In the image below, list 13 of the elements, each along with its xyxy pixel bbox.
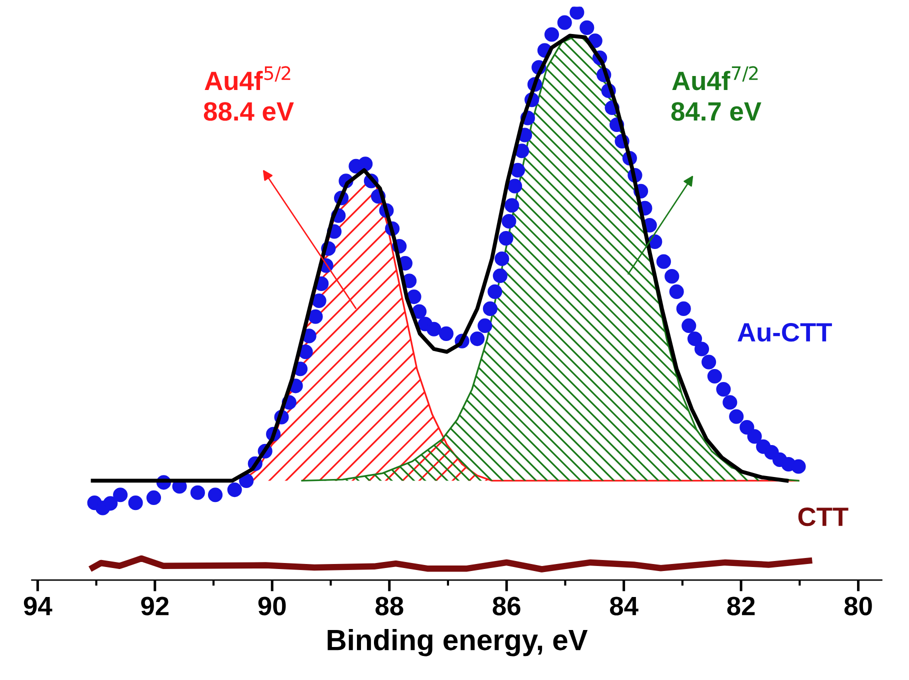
annotation: Au4f$^{7/2}$ 84.7 eV	[671, 66, 762, 121]
x-tick-label: 90	[258, 596, 286, 616]
x-tick-label: 86	[492, 596, 520, 616]
annotation: Au4f$^{5/2}$ 88.4 eV	[204, 66, 294, 121]
x-tick-label: 80	[844, 596, 872, 616]
series-label: Au-CTT	[738, 322, 832, 342]
x-tick-label: 84	[610, 596, 638, 616]
x-tick-label: 88	[376, 596, 404, 616]
x-tick-label: 94	[24, 596, 52, 616]
x-tick-label: 92	[141, 596, 169, 616]
x-axis-title: Binding energy, eV	[328, 628, 588, 656]
x-tick-label: 82	[727, 596, 755, 616]
series-label: CTT	[798, 507, 848, 526]
